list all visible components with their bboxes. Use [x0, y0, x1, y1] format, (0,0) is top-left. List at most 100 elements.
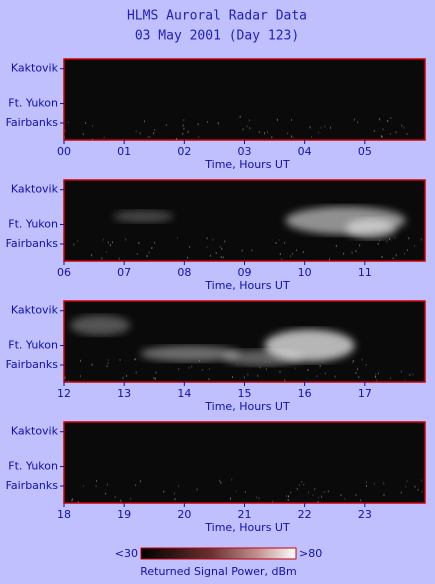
noise-speck: [231, 478, 233, 481]
noise-speck: [318, 496, 320, 499]
noise-speck: [310, 135, 312, 138]
noise-speck: [303, 483, 305, 486]
noise-speck: [91, 363, 93, 366]
noise-speck: [114, 495, 116, 498]
noise-speck: [383, 482, 385, 485]
noise-speck: [177, 485, 179, 488]
noise-speck: [406, 133, 408, 136]
noise-speck: [395, 254, 397, 257]
noise-speck: [147, 136, 149, 139]
noise-speck: [275, 241, 277, 244]
noise-speck: [231, 376, 233, 379]
x-tick-label: 10: [298, 266, 312, 279]
noise-speck: [276, 118, 278, 121]
noise-speck: [420, 238, 422, 241]
noise-speck: [236, 362, 238, 365]
noise-speck: [309, 126, 311, 129]
noise-speck: [293, 360, 295, 363]
noise-speck: [390, 116, 392, 119]
noise-speck: [387, 119, 389, 122]
noise-speck: [255, 496, 257, 499]
x-tick-label: 17: [358, 387, 372, 400]
noise-speck: [220, 481, 222, 484]
noise-speck: [119, 358, 121, 361]
noise-speck: [153, 377, 155, 380]
noise-speck: [360, 499, 362, 502]
noise-speck: [409, 373, 411, 376]
y-tick-label: Ft. Yukon: [8, 97, 58, 110]
noise-speck: [414, 485, 416, 488]
noise-speck: [73, 243, 75, 246]
plot-area: [63, 421, 426, 504]
noise-speck: [317, 500, 319, 503]
echo-glow: [113, 210, 174, 223]
noise-speck: [64, 376, 66, 379]
noise-speck: [264, 132, 266, 135]
noise-speck: [68, 380, 70, 383]
noise-speck: [198, 135, 200, 138]
x-tick-label: 23: [358, 508, 372, 521]
noise-speck: [125, 238, 127, 241]
noise-speck: [381, 135, 383, 138]
noise-speck: [247, 373, 249, 376]
noise-speck: [266, 131, 268, 134]
x-axis-label: Time, Hours UT: [204, 279, 290, 292]
noise-speck: [278, 238, 280, 241]
noise-speck: [287, 132, 289, 135]
noise-speck: [352, 360, 354, 363]
noise-speck: [135, 484, 137, 487]
noise-speck: [287, 499, 289, 502]
noise-speck: [120, 499, 122, 502]
noise-speck: [374, 375, 376, 378]
noise-speck: [239, 115, 241, 118]
noise-speck: [219, 479, 221, 482]
x-tick-label: 15: [238, 387, 252, 400]
noise-speck: [271, 136, 273, 139]
noise-speck: [196, 488, 198, 491]
noise-speck: [221, 247, 223, 250]
x-tick-label: 03: [238, 145, 252, 158]
noise-speck: [242, 128, 244, 131]
noise-speck: [355, 371, 357, 374]
noise-speck: [406, 480, 408, 483]
noise-speck: [206, 237, 208, 240]
x-tick-label: 01: [117, 145, 131, 158]
noise-speck: [272, 500, 274, 503]
noise-speck: [71, 499, 73, 502]
noise-speck: [251, 249, 253, 252]
noise-speck: [417, 488, 419, 491]
noise-speck: [241, 249, 243, 252]
noise-speck: [408, 237, 410, 240]
y-tick-label: Kaktovik: [11, 62, 59, 75]
noise-speck: [357, 121, 359, 124]
noise-speck: [353, 118, 355, 121]
noise-speck: [291, 135, 293, 138]
noise-speck: [288, 495, 290, 498]
noise-speck: [344, 497, 346, 500]
noise-speck: [292, 252, 294, 255]
noise-speck: [257, 374, 259, 377]
noise-speck: [381, 255, 383, 258]
noise-speck: [319, 365, 321, 368]
noise-speck: [421, 490, 423, 493]
noise-speck: [122, 376, 124, 379]
noise-speck: [335, 244, 337, 247]
noise-speck: [105, 492, 107, 495]
noise-speck: [64, 129, 66, 132]
noise-speck: [279, 253, 281, 256]
noise-speck: [91, 124, 93, 127]
noise-speck: [379, 118, 381, 121]
noise-speck: [414, 244, 416, 247]
noise-speck: [178, 368, 180, 371]
plot-area: [63, 300, 426, 383]
noise-speck: [403, 126, 405, 129]
noise-speck: [401, 124, 403, 127]
noise-speck: [165, 123, 167, 126]
noise-speck: [343, 252, 345, 255]
noise-speck: [290, 491, 292, 494]
noise-speck: [187, 130, 189, 133]
noise-speck: [85, 121, 87, 124]
noise-speck: [188, 366, 190, 369]
noise-speck: [389, 377, 391, 380]
noise-speck: [183, 119, 185, 122]
